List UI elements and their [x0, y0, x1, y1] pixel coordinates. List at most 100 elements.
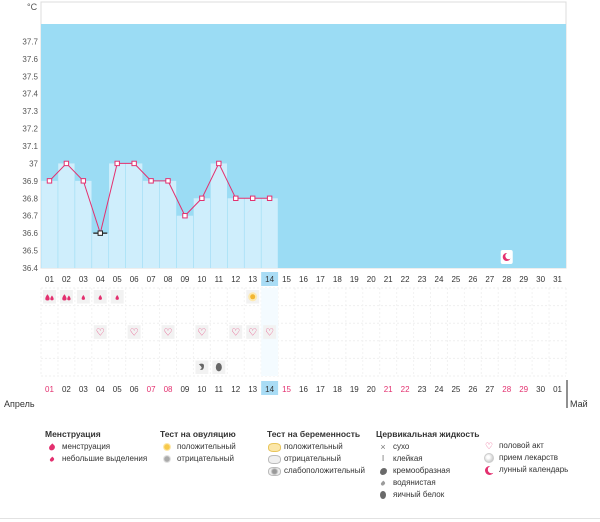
egg-white-icon: [215, 363, 222, 372]
temperature-point: [266, 195, 273, 201]
day-label: 03: [79, 275, 88, 284]
bottom-day-label: 11: [215, 385, 224, 394]
y-tick-label: 36.4: [22, 264, 38, 273]
legend-item: отрицательный: [160, 453, 236, 465]
bottom-day-label: 14: [265, 385, 274, 394]
sticky-icon: Ⅰ: [381, 454, 385, 463]
temperature-point: [114, 160, 120, 167]
day-label: 22: [401, 275, 410, 284]
legend-item: водянистая: [376, 477, 479, 489]
temperature-bar: [159, 180, 177, 268]
bottom-day-label: 25: [451, 385, 460, 394]
temperature-bar: [244, 198, 261, 268]
day-label: 06: [130, 275, 139, 284]
dry-icon: ×: [380, 442, 386, 452]
legend-ovulation: Тест на овуляцию положительный отрицател…: [160, 428, 236, 465]
bottom-day-label: 04: [96, 385, 105, 394]
legend-other: ♡ половой акт прием лекарств лунный кален…: [482, 440, 568, 476]
day-label: 27: [485, 275, 494, 284]
y-tick-label: 37: [29, 159, 38, 168]
day-label: 07: [147, 275, 156, 284]
legend-item: ♡ половой акт: [482, 440, 568, 452]
small-drop-icon: [49, 456, 55, 462]
legend-item: слабоположительный: [267, 465, 365, 477]
y-axis-label: °C: [27, 2, 38, 12]
temperature-point: [249, 195, 256, 201]
legend-item: менструация: [45, 441, 147, 453]
symbol-cell: [59, 290, 73, 304]
legend-title: Менструация: [45, 429, 101, 439]
bottom-day-label: 01: [553, 385, 562, 394]
temperature-point: [148, 178, 154, 184]
large-drop-icon: [67, 295, 71, 301]
y-tick-label: 37.4: [22, 90, 38, 99]
creamy-icon: [198, 363, 205, 370]
legend-title: Цервикальная жидкость: [376, 429, 480, 439]
legend-pregnancy: Тест на беременность положительный отриц…: [267, 428, 365, 477]
bottom-day-label: 20: [367, 385, 376, 394]
temperature-bar: [58, 163, 75, 268]
bottom-day-label: 27: [485, 385, 494, 394]
legend-item: лунный календарь: [482, 464, 568, 476]
temperature-point: [216, 160, 222, 167]
day-label: 24: [435, 275, 444, 284]
ovulation-positive-core: [250, 294, 256, 300]
bottom-day-label: 24: [435, 385, 444, 394]
heart-icon: ♡: [484, 440, 494, 451]
small-drop-icon: [81, 295, 86, 300]
bottom-day-label: 15: [282, 385, 291, 394]
symbol-cell: [246, 325, 260, 339]
legend-menstruation: Менструация менструация небольшие выделе…: [45, 428, 147, 465]
ovulation-negative-icon: [163, 455, 171, 463]
bottom-day-label: 06: [130, 385, 139, 394]
bottom-day-label: 16: [299, 385, 308, 394]
bottom-day-label: 19: [350, 385, 359, 394]
legend-item: отрицательный: [267, 453, 365, 465]
large-drop-icon: [47, 442, 57, 452]
legend-item: небольшие выделения: [45, 453, 147, 465]
bottom-day-label: 21: [384, 385, 393, 394]
pregnancy-weak-icon: [267, 466, 281, 476]
bottom-day-label: 29: [519, 385, 528, 394]
temperature-point: [165, 178, 171, 184]
bottom-day-label: 17: [316, 385, 325, 394]
large-drop-icon: [45, 294, 50, 301]
y-tick-label: 37.5: [22, 72, 38, 81]
day-label: 02: [62, 275, 71, 284]
day-label: 25: [451, 275, 460, 284]
day-label: 21: [384, 275, 393, 284]
y-tick-label: 36.8: [22, 194, 38, 203]
day-label: 26: [468, 275, 477, 284]
heart-icon: ♡: [231, 328, 240, 339]
day-label: 30: [536, 275, 545, 284]
day-label: 18: [333, 275, 342, 284]
y-tick-label: 36.9: [22, 177, 38, 186]
y-tick-label: 36.6: [22, 229, 38, 238]
current-day-cell: [261, 272, 279, 286]
legend-item: яичный белок: [376, 489, 479, 501]
creamy-icon: [379, 467, 387, 475]
heart-icon: ♡: [164, 328, 173, 339]
heart-icon: ♡: [130, 328, 139, 339]
large-drop-icon: [50, 295, 54, 301]
moon-icon: [484, 465, 494, 475]
month-start-label: Апрель: [4, 399, 35, 409]
y-tick-label: 37.1: [22, 142, 38, 151]
y-tick-label: 37.3: [22, 107, 38, 116]
small-drop-icon: [115, 295, 119, 300]
symbol-cell: [161, 325, 175, 339]
bottom-day-label: 07: [147, 385, 156, 394]
bottom-day-label: 23: [418, 385, 427, 394]
bbt-chart: °C 37.7 37.6 37.5 37.4 37.3 37.2 37.1 37 36.9 36.8…: [4, 1, 588, 409]
day-label: 16: [299, 275, 308, 284]
y-tick-label: 37.7: [22, 37, 38, 46]
temperature-line: [49, 162, 270, 235]
temperature-bar: [142, 180, 160, 268]
legend-item: кремообразная: [376, 465, 479, 477]
day-label: 04: [96, 275, 105, 284]
day-label: 29: [519, 275, 528, 284]
symbol-cell: [127, 325, 141, 339]
temperature-point: [80, 178, 87, 184]
small-drop-icon: [98, 295, 102, 300]
legend-item: × сухо: [376, 441, 479, 453]
